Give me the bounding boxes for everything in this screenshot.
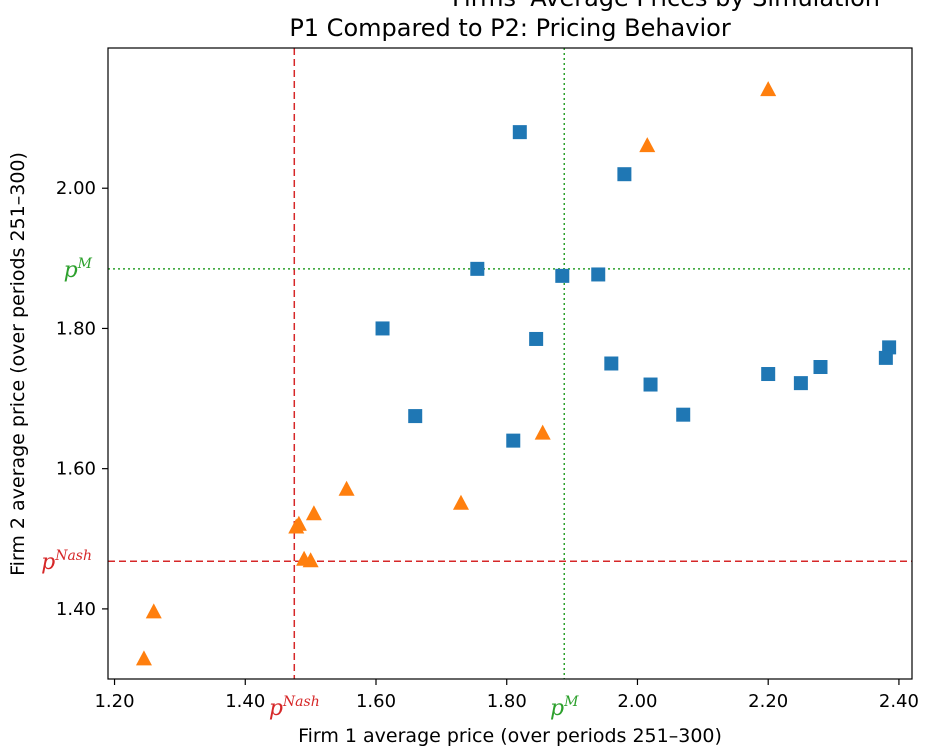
y-tick-label: 1.40 [56,599,96,620]
reference-label-y-nash: pNash [41,548,92,575]
reference-label-x-m: pM [550,694,579,721]
square-marker [529,331,544,346]
triangle-marker [302,552,319,568]
reference-label-superscript: Nash [54,548,92,564]
reference-label-superscript: M [77,256,93,272]
chart-title: P1 Compared to P2: Pricing Behavior [289,14,731,42]
x-tick-label: 2.00 [617,691,657,712]
triangle-marker [639,137,656,153]
y-tick-label: 2.00 [56,178,96,199]
square-marker [813,360,828,375]
triangle-marker [452,494,469,510]
axis-ticks: 1.20 1.40 1.60 1.80 2.00 2.20 2.40 1.40 1.60 1.80… [56,178,919,712]
square-marker [591,267,606,282]
triangle-marker [534,424,551,440]
square-marker [408,409,423,424]
reference-label-y-m: pM [64,256,93,283]
reference-label-base: p [550,696,564,721]
square-marker [878,350,893,365]
square-marker [676,407,691,422]
y-tick-label: 1.80 [56,318,96,339]
square-marker [470,261,485,276]
x-tick-label: 1.80 [487,691,527,712]
square-marker [512,125,527,140]
reference-label-x-nash: pNash [269,694,320,721]
square-marker [617,167,632,182]
x-tick-label: 1.40 [225,691,265,712]
square-marker [555,268,570,283]
triangle-marker [145,603,162,619]
x-tick-label: 2.40 [879,691,919,712]
y-axis-label: Firm 2 average price (over periods 251–3… [7,152,29,576]
reference-label-base: p [269,696,283,721]
x-axis-label: Firm 1 average price (over periods 251–3… [298,725,722,747]
triangle-marker [760,81,777,97]
triangle-marker [305,505,322,521]
reference-lines [108,48,912,679]
square-marker [375,321,390,336]
square-marker [793,376,808,391]
reference-label-base: p [41,550,55,575]
y-tick-label: 1.60 [56,459,96,480]
square-marker [882,340,897,355]
reference-label-superscript: Nash [282,694,320,710]
triangle-marker [288,518,305,534]
data-markers [135,81,897,666]
square-marker [643,377,658,392]
chart-title-cut: Firms' Average Prices by Simulation [452,0,880,12]
triangle-marker [338,480,355,496]
square-marker [761,367,776,382]
square-marker [506,433,521,448]
x-tick-label: 2.20 [748,691,788,712]
x-tick-label: 1.60 [356,691,396,712]
plot-frame [107,47,913,680]
x-tick-label: 1.20 [94,691,134,712]
square-marker [604,356,619,371]
reference-label-superscript: M [563,694,579,710]
triangle-marker [135,650,152,666]
reference-label-base: p [64,258,78,283]
